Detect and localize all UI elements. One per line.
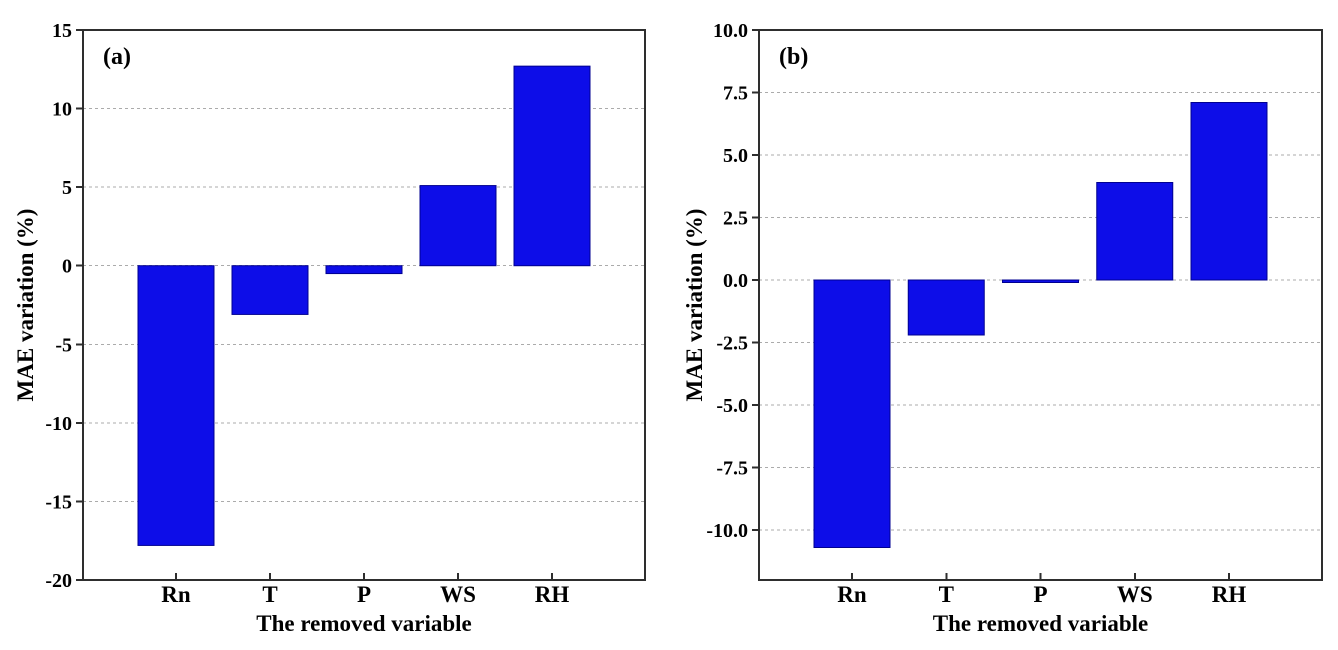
y-tick-label: 10.0 bbox=[713, 20, 748, 42]
bar-chart-b: 10.0 7.5 5.0 2.5 0.0 -2.5 -5.0 -7.5 -10.0 Rn T P WS R… bbox=[682, 20, 1323, 636]
bar-RH bbox=[513, 65, 591, 267]
bar-RH bbox=[1190, 102, 1268, 281]
x-tick-label: WS bbox=[1117, 582, 1153, 607]
y-tick-label: -7.5 bbox=[716, 458, 748, 480]
x-axis-title: The removed variable bbox=[933, 611, 1149, 636]
x-tick-label: P bbox=[1033, 582, 1047, 607]
x-axis-title: The removed variable bbox=[256, 611, 472, 636]
bar-chart-a: 15 10 5 0 -5 -10 -15 -20 Rn T P WS RH The removed var… bbox=[13, 20, 646, 636]
chart-panel-a: 15 10 5 0 -5 -10 -15 -20 Rn T P WS RH The removed var… bbox=[13, 20, 646, 636]
y-tick-label: 5 bbox=[62, 177, 72, 199]
bar-P bbox=[1002, 279, 1079, 283]
y-tick-label: 5.0 bbox=[723, 145, 748, 167]
y-tick-label: 0.0 bbox=[723, 270, 748, 292]
x-tick-label: Rn bbox=[161, 582, 191, 607]
y-tick-label: 7.5 bbox=[723, 83, 748, 105]
bar-WS bbox=[1096, 182, 1174, 281]
x-tick-label: WS bbox=[440, 582, 476, 607]
bar-T bbox=[907, 279, 985, 336]
y-tick-label: 15 bbox=[52, 20, 72, 42]
bar-Rn bbox=[137, 265, 215, 546]
y-tick-label: -20 bbox=[45, 570, 72, 592]
y-axis-title: MAE variation (%) bbox=[13, 209, 38, 402]
x-tick-label: RH bbox=[1212, 582, 1247, 607]
bar-Rn bbox=[813, 279, 891, 548]
panel-label: (b) bbox=[779, 44, 808, 70]
y-tick-label: -2.5 bbox=[716, 333, 748, 355]
y-tick-label: -5 bbox=[55, 334, 72, 356]
bar-T bbox=[231, 265, 309, 315]
y-tick-label: 10 bbox=[52, 99, 72, 121]
y-tick-label: -10 bbox=[45, 413, 72, 435]
y-tick-label: -15 bbox=[45, 491, 72, 513]
y-tick-label: -10.0 bbox=[706, 520, 748, 542]
chart-panel-b: 10.0 7.5 5.0 2.5 0.0 -2.5 -5.0 -7.5 -10.0 Rn T P WS R… bbox=[669, 0, 1338, 650]
bar-P bbox=[325, 265, 403, 275]
x-tick-label: T bbox=[939, 582, 954, 607]
y-tick-label: -5.0 bbox=[716, 395, 748, 417]
x-tick-label: T bbox=[262, 582, 277, 607]
x-tick-label: P bbox=[357, 582, 371, 607]
x-tick-label: RH bbox=[535, 582, 570, 607]
bar-WS bbox=[419, 185, 497, 267]
panel-label: (a) bbox=[103, 44, 131, 70]
y-tick-label: 0 bbox=[62, 256, 72, 278]
x-tick-label: Rn bbox=[837, 582, 867, 607]
y-tick-label: 2.5 bbox=[723, 208, 748, 230]
y-axis-title: MAE variation (%) bbox=[682, 209, 707, 402]
